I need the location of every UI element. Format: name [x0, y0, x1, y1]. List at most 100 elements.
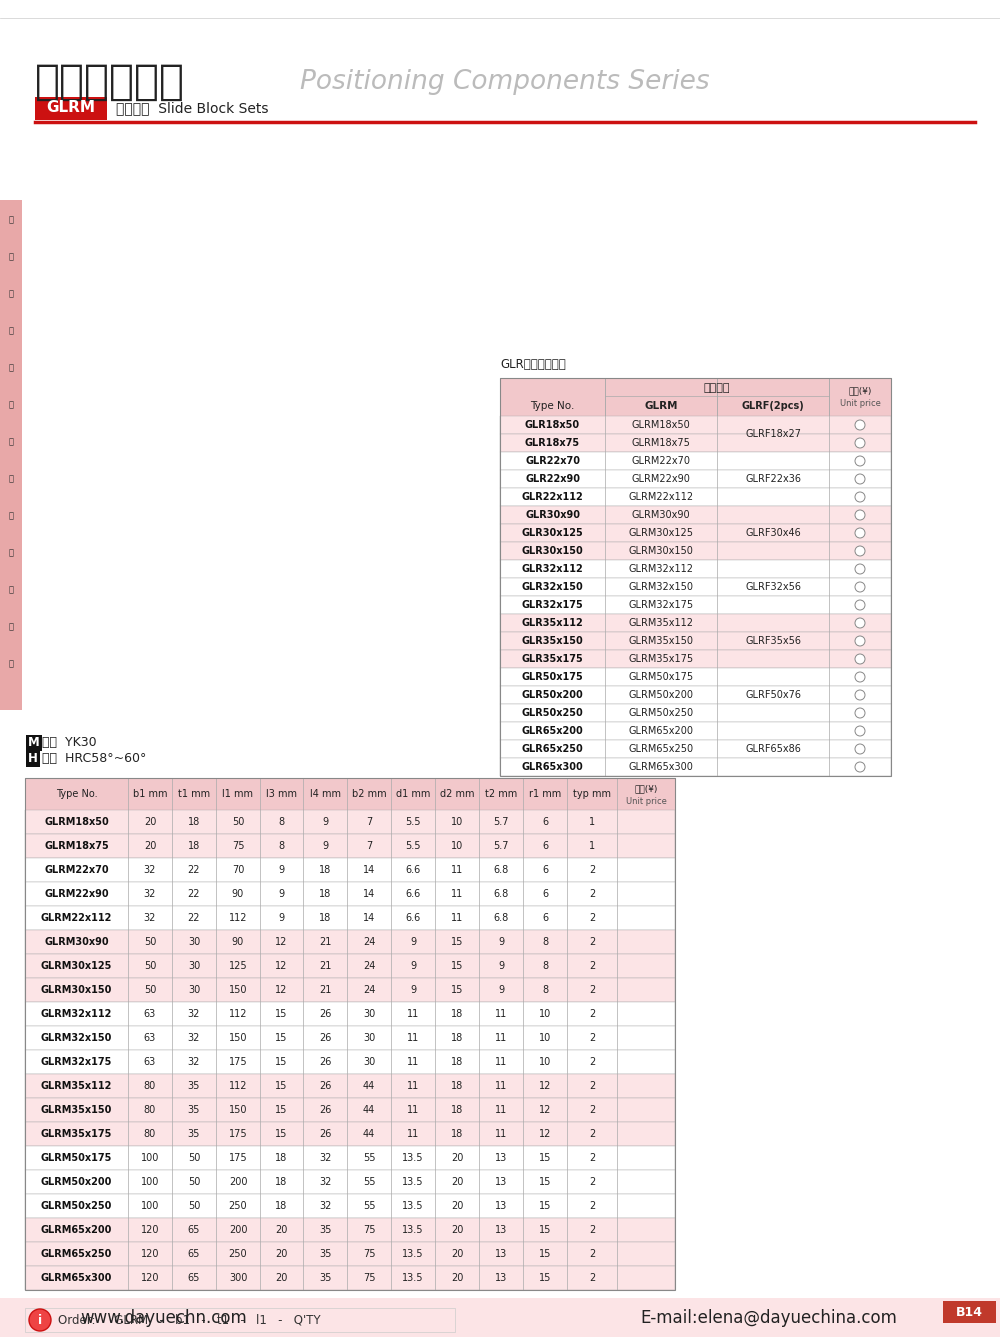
Text: 50: 50 [188, 1152, 200, 1163]
Text: 65: 65 [188, 1273, 200, 1284]
Text: 15: 15 [539, 1201, 551, 1211]
Bar [35, 98, 107, 120]
Text: 系: 系 [8, 623, 14, 631]
Text: 8: 8 [278, 841, 285, 850]
Text: GLR18x75: GLR18x75 [525, 439, 580, 448]
Text: 35: 35 [319, 1225, 331, 1235]
Text: 18: 18 [319, 889, 331, 898]
Text: 單价(¥): 單价(¥) [848, 386, 872, 396]
Text: GLRM18x50: GLRM18x50 [632, 420, 690, 431]
Text: GLR35x150: GLR35x150 [522, 636, 583, 646]
Text: 2: 2 [589, 1104, 595, 1115]
Text: 18: 18 [188, 817, 200, 828]
Text: t2 mm: t2 mm [485, 789, 517, 800]
Text: 6: 6 [542, 889, 548, 898]
Text: 材質  YK30: 材質 YK30 [42, 737, 97, 750]
Text: 75: 75 [363, 1273, 375, 1284]
Bar [25, 834, 675, 858]
Bar [25, 1074, 675, 1098]
Bar [25, 1218, 675, 1242]
Text: 13: 13 [495, 1177, 507, 1187]
Text: 6.8: 6.8 [493, 865, 509, 874]
Text: 63: 63 [144, 1009, 156, 1019]
Bar [25, 778, 675, 810]
Text: GLRM22x70: GLRM22x70 [44, 865, 109, 874]
Text: 15: 15 [539, 1225, 551, 1235]
Text: GLRM35x175: GLRM35x175 [41, 1128, 112, 1139]
Text: B14: B14 [956, 1305, 982, 1318]
Text: 12: 12 [275, 961, 288, 971]
Text: 63: 63 [144, 1034, 156, 1043]
Text: 12: 12 [539, 1128, 551, 1139]
Bar [500, 705, 891, 722]
Text: typ mm: typ mm [573, 789, 611, 800]
Text: GLRM32x112: GLRM32x112 [629, 564, 694, 574]
Text: GLRM32x175: GLRM32x175 [628, 600, 694, 610]
Text: 列: 列 [8, 659, 14, 668]
Text: 6: 6 [542, 817, 548, 828]
Text: 11: 11 [495, 1082, 507, 1091]
Bar [943, 1301, 996, 1324]
Text: 24: 24 [363, 961, 375, 971]
Text: 21: 21 [319, 961, 331, 971]
Bar [25, 977, 675, 1001]
Text: 12: 12 [275, 937, 288, 947]
Bar [25, 858, 675, 882]
Text: 30: 30 [188, 961, 200, 971]
Text: 75: 75 [232, 841, 244, 850]
Text: 175: 175 [229, 1058, 247, 1067]
Text: 15: 15 [539, 1177, 551, 1187]
Text: 20: 20 [451, 1249, 463, 1259]
Text: 構成零件: 構成零件 [704, 382, 730, 393]
Text: GLR22x90: GLR22x90 [525, 475, 580, 484]
Text: GLRM65x300: GLRM65x300 [41, 1273, 112, 1284]
Text: GLRM: GLRM [46, 100, 96, 115]
Text: 2: 2 [589, 1128, 595, 1139]
Text: GLR22x70: GLR22x70 [525, 456, 580, 467]
Text: GLRM50x250: GLRM50x250 [41, 1201, 112, 1211]
Text: l1 mm: l1 mm [222, 789, 254, 800]
Text: 20: 20 [451, 1201, 463, 1211]
Text: E-mail:elena@dayuechina.com: E-mail:elena@dayuechina.com [640, 1309, 897, 1328]
Text: 定位組件系列: 定位組件系列 [35, 62, 185, 103]
Circle shape [855, 492, 865, 501]
Text: GLRM50x250: GLRM50x250 [628, 709, 694, 718]
Text: 50: 50 [188, 1177, 200, 1187]
Bar [500, 435, 891, 452]
Text: 175: 175 [229, 1152, 247, 1163]
Text: GLR22x112: GLR22x112 [522, 492, 583, 501]
Text: 10: 10 [539, 1009, 551, 1019]
Text: GLRF30x46: GLRF30x46 [745, 528, 801, 537]
Text: 250: 250 [229, 1249, 247, 1259]
Text: 35: 35 [319, 1249, 331, 1259]
Circle shape [855, 564, 865, 574]
Text: GLRM22x90: GLRM22x90 [44, 889, 109, 898]
Text: GLRF(2pcs): GLRF(2pcs) [742, 401, 804, 410]
Text: 8: 8 [542, 961, 548, 971]
Text: GLRM32x150: GLRM32x150 [629, 582, 694, 592]
Text: 11: 11 [451, 865, 463, 874]
Text: 30: 30 [363, 1034, 375, 1043]
Text: GLRM65x250: GLRM65x250 [41, 1249, 112, 1259]
Text: GLR32x150: GLR32x150 [522, 582, 583, 592]
Bar [25, 1025, 675, 1050]
Text: 50: 50 [144, 937, 156, 947]
Text: 6: 6 [542, 865, 548, 874]
Text: Positioning Components Series: Positioning Components Series [300, 70, 710, 95]
Text: 30: 30 [363, 1009, 375, 1019]
Bar [25, 1098, 675, 1122]
Text: 13.5: 13.5 [402, 1177, 424, 1187]
Text: GLRM22x70: GLRM22x70 [632, 456, 690, 467]
Text: 9: 9 [322, 841, 328, 850]
Text: Type No.: Type No. [56, 789, 97, 800]
Text: 30: 30 [363, 1058, 375, 1067]
Text: 80: 80 [144, 1128, 156, 1139]
Text: 單价(¥): 單价(¥) [634, 785, 658, 793]
Bar [25, 955, 675, 977]
Text: 100: 100 [141, 1201, 159, 1211]
Text: GLRM50x175: GLRM50x175 [41, 1152, 112, 1163]
Text: 12: 12 [275, 985, 288, 995]
Circle shape [855, 673, 865, 682]
Text: 2: 2 [589, 1152, 595, 1163]
Text: 2: 2 [589, 1225, 595, 1235]
